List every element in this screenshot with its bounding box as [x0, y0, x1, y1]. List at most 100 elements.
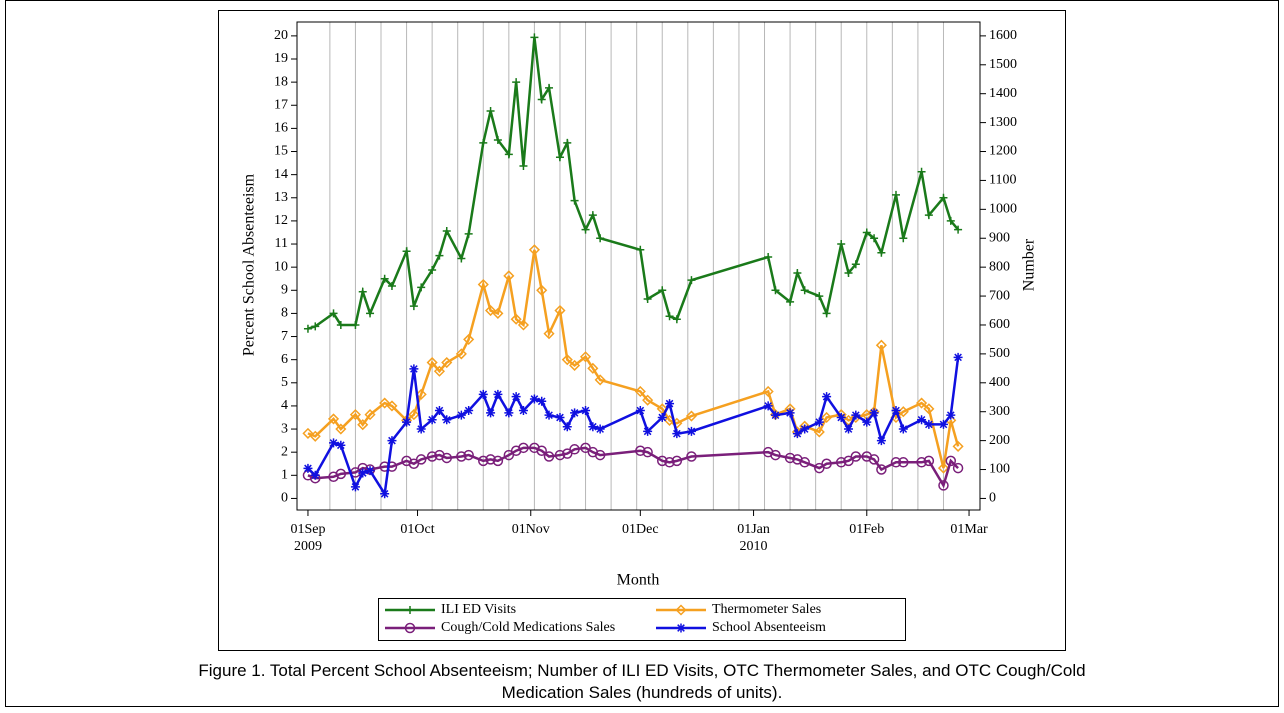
marker: [899, 234, 908, 243]
series-line: [307, 446, 959, 489]
y-tick-label: 14: [274, 167, 288, 182]
marker: [335, 423, 347, 435]
marker: [954, 225, 963, 234]
marker: [665, 312, 674, 321]
marker: [335, 468, 347, 480]
marker: [786, 297, 795, 306]
marker: [486, 107, 495, 116]
marker: [561, 354, 573, 366]
marker: [595, 424, 605, 434]
marker: [876, 436, 886, 446]
marker: [850, 451, 862, 462]
marker: [793, 268, 802, 277]
marker: [336, 320, 345, 329]
marker: [837, 240, 846, 249]
marker: [351, 320, 360, 329]
marker: [799, 457, 810, 468]
marker: [380, 489, 390, 499]
legend-label: School Absenteeism: [712, 620, 826, 635]
marker: [658, 286, 667, 295]
marker: [672, 429, 682, 439]
marker: [924, 419, 934, 429]
marker: [868, 454, 880, 465]
x-tick-label: 01Feb: [849, 522, 884, 537]
marker: [457, 254, 466, 263]
marker: [479, 138, 488, 147]
marker: [665, 399, 675, 409]
marker: [434, 406, 444, 416]
marker: [433, 365, 446, 377]
marker: [406, 606, 414, 614]
marker: [357, 419, 369, 431]
y-tick-label: 17: [274, 97, 288, 112]
marker: [898, 424, 908, 434]
marker: [594, 449, 606, 461]
marker: [764, 253, 773, 262]
marker: [875, 339, 887, 351]
marker: [877, 248, 886, 257]
marker: [416, 424, 426, 434]
marker: [485, 454, 496, 465]
marker: [938, 480, 949, 491]
marker: [329, 309, 338, 318]
marker: [379, 397, 391, 409]
marker: [822, 392, 832, 402]
marker: [937, 462, 950, 474]
marker: [463, 333, 475, 345]
marker: [518, 406, 528, 416]
marker: [493, 135, 502, 144]
marker: [463, 449, 474, 461]
marker: [555, 153, 564, 162]
marker: [569, 444, 580, 455]
marker: [635, 406, 645, 416]
y-tick-label: 1: [281, 468, 288, 483]
marker: [456, 451, 467, 462]
marker: [442, 227, 451, 236]
legend-label: Cough/Cold Medications Sales: [441, 620, 615, 635]
marker: [409, 302, 418, 311]
marker: [946, 216, 955, 225]
marker: [386, 400, 398, 412]
marker: [442, 415, 452, 425]
marker: [686, 451, 697, 462]
marker: [303, 324, 312, 333]
marker: [402, 247, 411, 256]
y-tick-label: 13: [274, 190, 288, 205]
y-tick-label: 4: [281, 398, 288, 413]
y2-tick-label: 800: [989, 259, 1010, 274]
x-tick-label: 01Dec: [622, 522, 659, 537]
figure-border: [5, 0, 1279, 707]
y-tick-label: 10: [274, 259, 288, 274]
y-tick-label: 2: [281, 444, 288, 459]
marker: [517, 319, 530, 331]
marker: [486, 408, 496, 418]
y-tick-label: 16: [274, 121, 288, 136]
x-tick-label: 01Oct: [400, 522, 434, 537]
series-line: [307, 249, 960, 469]
marker: [544, 410, 554, 420]
y2-tick-label: 300: [989, 404, 1010, 419]
marker: [634, 385, 646, 398]
marker: [543, 451, 555, 462]
y2-tick-label: 100: [989, 462, 1010, 477]
marker: [890, 457, 902, 468]
y-tick-label: 6: [281, 352, 288, 367]
marker: [672, 315, 681, 324]
marker: [415, 454, 427, 465]
marker: [676, 623, 686, 633]
y-tick-label: 3: [281, 421, 288, 436]
marker: [687, 276, 696, 285]
marker: [336, 440, 346, 450]
marker: [417, 283, 426, 292]
marker: [554, 449, 566, 461]
marker: [685, 410, 698, 422]
y2-tick-label: 1400: [989, 86, 1017, 101]
marker: [536, 445, 547, 456]
y-tick-label: 19: [274, 51, 288, 66]
marker: [569, 359, 581, 372]
x-tick-label: 01Mar: [950, 522, 988, 537]
marker: [358, 287, 367, 296]
marker: [635, 445, 646, 456]
marker: [770, 449, 781, 461]
marker: [519, 161, 528, 170]
